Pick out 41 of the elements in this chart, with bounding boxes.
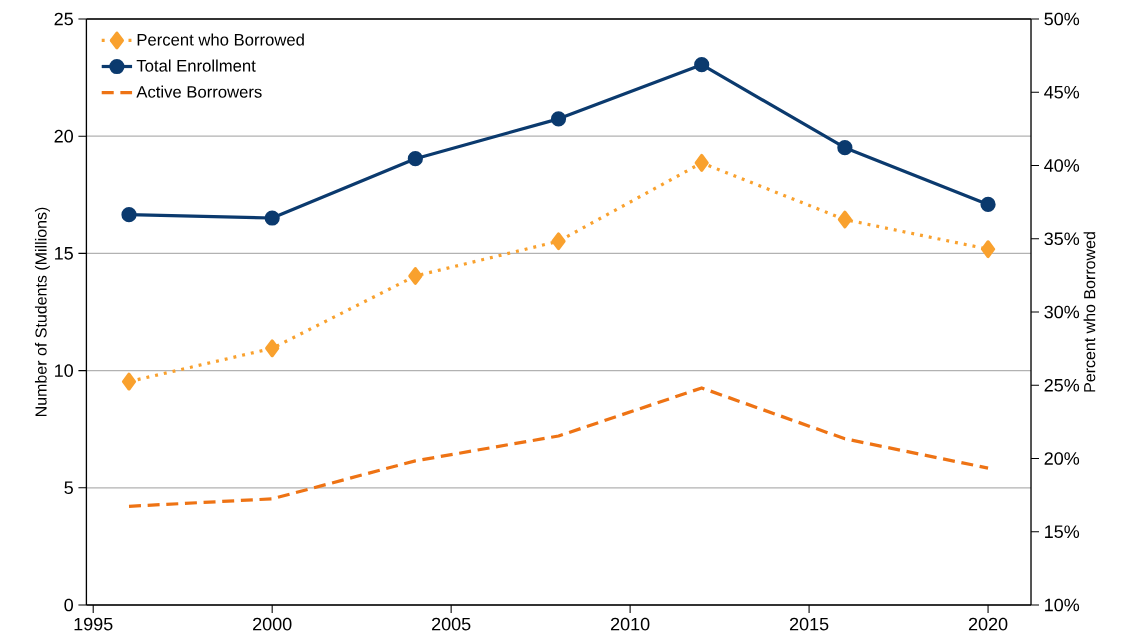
y2-tick-label: 10% <box>1045 598 1080 612</box>
x-tick-label: 2015 <box>789 617 829 631</box>
y-tick-label: 5 <box>64 481 73 495</box>
y-axis-title: Number of Students (Millions) <box>34 207 50 417</box>
y-tick-label: 10 <box>55 364 73 377</box>
line-series <box>127 386 990 508</box>
x-tick-label: 2005 <box>432 617 471 631</box>
point <box>694 153 709 172</box>
point <box>837 210 852 229</box>
x-tick-label: 1995 <box>74 617 113 631</box>
point <box>551 232 566 251</box>
y2-tick-label: 30% <box>1044 305 1080 319</box>
y2-tick-label: 35% <box>1044 232 1080 246</box>
y2-tick-label: 15% <box>1045 525 1080 539</box>
point <box>264 210 280 226</box>
y-tick-label: 20 <box>54 129 73 143</box>
point <box>980 240 996 259</box>
x-tick-label: 2020 <box>968 617 1008 631</box>
x-tick-label: 2000 <box>253 617 292 631</box>
y2-tick-label: 25% <box>1044 378 1080 392</box>
point <box>408 267 423 285</box>
legend-label: Active Borrowers <box>136 85 262 98</box>
point <box>980 196 996 213</box>
y2-tick-label: 50% <box>1044 12 1080 26</box>
point <box>121 372 137 391</box>
point <box>550 111 567 127</box>
y2-tick-label: 40% <box>1044 159 1080 172</box>
y-tick-label: 15 <box>55 247 73 260</box>
y-tick-label: 25 <box>54 12 73 26</box>
point <box>837 140 853 156</box>
y2-tick-label: 45% <box>1044 85 1080 99</box>
y2-axis-title: Percent who Borrowed <box>1083 232 1096 392</box>
point <box>265 339 280 358</box>
point <box>121 207 137 223</box>
point <box>407 151 423 167</box>
y-tick-label: 0 <box>64 598 73 612</box>
legend-label: Total Enrollment <box>136 59 256 72</box>
legend-label: Percent who Borrowed <box>137 33 304 46</box>
point <box>694 57 710 73</box>
y2-tick-label: 20% <box>1044 452 1080 465</box>
x-tick-label: 2010 <box>610 617 650 631</box>
